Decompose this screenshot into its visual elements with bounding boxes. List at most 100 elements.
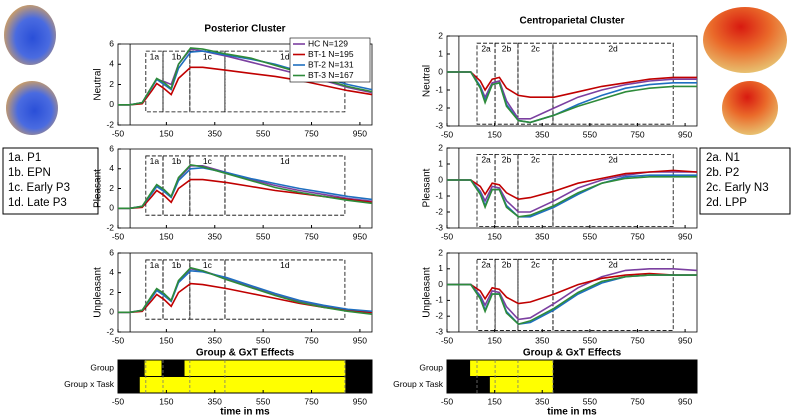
y-tick-label: 0 xyxy=(109,307,114,317)
y-tick-label: -2 xyxy=(435,206,443,216)
x-tick-label: -50 xyxy=(441,335,454,345)
y-tick-label: 6 xyxy=(109,247,114,257)
x-tick-label: 150 xyxy=(488,335,502,345)
x-tick-label: 150 xyxy=(159,335,173,345)
scalp-map xyxy=(4,5,56,65)
y-tick-label: 6 xyxy=(109,38,114,48)
x-tick-label: -50 xyxy=(441,129,454,139)
x-tick-label: 950 xyxy=(353,335,367,345)
region-label: 1a xyxy=(150,156,160,166)
region-label: 1b xyxy=(172,51,182,61)
effect-interval xyxy=(144,360,162,376)
chart-title: Group & GxT Effects xyxy=(196,348,295,359)
x-tick-label: -50 xyxy=(441,231,454,241)
region-label: 2a xyxy=(481,155,491,165)
x-tick-label: 750 xyxy=(630,335,644,345)
row-label: Group x Task xyxy=(64,379,115,389)
x-tick-label: 950 xyxy=(678,335,692,345)
x-tick-label: 350 xyxy=(535,396,549,406)
y-tick-label: -2 xyxy=(106,119,114,129)
x-tick-label: 950 xyxy=(678,129,692,139)
x-tick-label: 750 xyxy=(630,231,644,241)
region-label: 2c xyxy=(531,155,541,165)
x-tick-label: 150 xyxy=(159,128,173,138)
chart-title: Centroparietal Cluster xyxy=(519,16,624,27)
x-tick-label: 750 xyxy=(630,129,644,139)
x-tick-label: 550 xyxy=(256,128,270,138)
x-tick-label: 750 xyxy=(630,396,644,406)
y-tick-label: 2 xyxy=(438,30,443,40)
x-tick-label: 150 xyxy=(159,231,173,241)
x-tick-label: 950 xyxy=(353,128,367,138)
series-line xyxy=(447,176,697,218)
x-tick-label: 950 xyxy=(678,231,692,241)
y-tick-label: 0 xyxy=(438,279,443,289)
region-label: 2c xyxy=(531,43,541,53)
x-tick-label: -50 xyxy=(112,396,125,406)
region-label: 2d xyxy=(608,260,618,270)
series-line xyxy=(447,71,697,98)
x-tick-label: 950 xyxy=(353,396,367,406)
y-tick-label: -2 xyxy=(106,222,114,232)
region-label: 1a xyxy=(150,51,160,61)
scalp-map xyxy=(722,81,778,135)
y-tick-label: -3 xyxy=(435,222,443,232)
y-tick-label: -1 xyxy=(435,84,443,94)
y-tick-label: 0 xyxy=(438,66,443,76)
x-tick-label: 950 xyxy=(678,396,692,406)
y-tick-label: -3 xyxy=(435,120,443,130)
y-tick-label: -2 xyxy=(435,102,443,112)
region-label: 1c xyxy=(203,260,213,270)
chart-title: Posterior Cluster xyxy=(204,24,285,35)
component-label: 2d. LPP xyxy=(706,197,747,209)
x-tick-label: 950 xyxy=(353,231,367,241)
y-tick-label: 0 xyxy=(438,174,443,184)
effect-interval xyxy=(139,377,346,393)
x-tick-label: 750 xyxy=(304,231,318,241)
region-box xyxy=(552,153,674,227)
y-tick-label: 2 xyxy=(109,183,114,193)
y-tick-label: 4 xyxy=(109,59,114,69)
region-box xyxy=(189,259,226,320)
x-tick-label: 350 xyxy=(208,231,222,241)
x-tick-label: 150 xyxy=(488,129,502,139)
y-axis-label: Neutral xyxy=(93,68,104,100)
region-box xyxy=(145,155,164,216)
series-line xyxy=(447,71,697,124)
x-tick-label: 350 xyxy=(208,335,222,345)
region-label: 1a xyxy=(150,260,160,270)
region-label: 2b xyxy=(502,155,512,165)
region-box xyxy=(552,258,674,331)
x-tick-label: 150 xyxy=(159,396,173,406)
x-tick-label: -50 xyxy=(112,128,125,138)
x-tick-label: 750 xyxy=(304,335,318,345)
series-line xyxy=(447,169,698,201)
x-tick-label: 550 xyxy=(256,231,270,241)
y-tick-label: 0 xyxy=(109,99,114,109)
x-tick-label: 150 xyxy=(488,231,502,241)
region-box xyxy=(145,259,164,320)
region-box xyxy=(517,258,554,331)
chart-title: Group & GxT Effects xyxy=(523,348,622,359)
series-line xyxy=(447,274,697,325)
y-tick-label: -1 xyxy=(435,295,443,305)
region-box xyxy=(145,50,164,113)
y-tick-label: 4 xyxy=(109,267,114,277)
component-label: 1b. EPN xyxy=(8,167,51,179)
region-label: 2b xyxy=(502,43,512,53)
component-label: 2c. Early N3 xyxy=(706,182,769,194)
y-tick-label: 1 xyxy=(438,263,443,273)
region-label: 1d xyxy=(280,51,290,61)
legend-label: BT-1 N=195 xyxy=(308,49,354,59)
x-tick-label: -50 xyxy=(441,396,454,406)
y-axis-label: Pleasant xyxy=(93,169,104,208)
x-tick-label: -50 xyxy=(112,231,125,241)
x-axis-label: time in ms xyxy=(220,407,270,418)
legend-label: BT-2 N=131 xyxy=(308,59,354,69)
region-label: 1b xyxy=(172,156,182,166)
row-label: Group xyxy=(419,363,443,373)
effect-interval xyxy=(489,377,553,393)
component-label: 1c. Early P3 xyxy=(8,182,70,194)
y-tick-label: 4 xyxy=(109,163,114,173)
